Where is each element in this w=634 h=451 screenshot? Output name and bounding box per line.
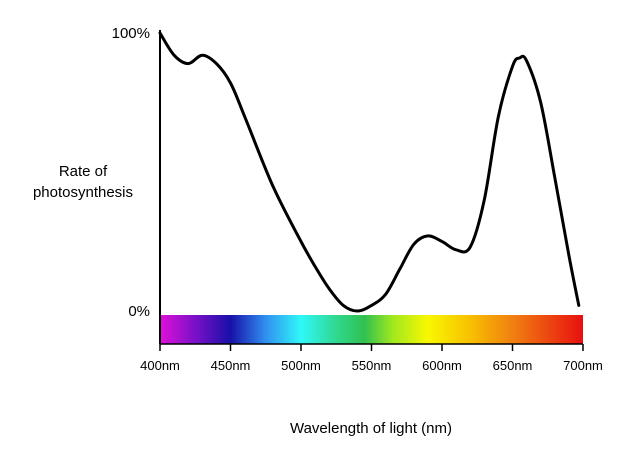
spectrum-bar — [160, 315, 583, 344]
y-ticks: 100% 0% — [112, 25, 150, 320]
x-ticks: 400nm 450nm 500nm 550nm 600nm 650nm 700nm — [140, 344, 603, 373]
y-tick-label: 0% — [128, 303, 150, 320]
y-axis-label-line-2: photosynthesis — [33, 184, 133, 201]
photosynthesis-curve — [158, 31, 581, 313]
x-tick-label: 600nm — [422, 358, 462, 373]
x-tick-label: 650nm — [493, 358, 533, 373]
y-axis-label-line-1: Rate of — [59, 163, 108, 180]
x-tick-label: 450nm — [211, 358, 251, 373]
x-tick-label: 400nm — [140, 358, 180, 373]
x-tick-label: 550nm — [352, 358, 392, 373]
x-axis-label: Wavelength of light (nm) — [290, 420, 452, 437]
x-tick-label: 700nm — [563, 358, 603, 373]
y-tick-label: 100% — [112, 25, 150, 42]
x-tick-label: 500nm — [281, 358, 321, 373]
